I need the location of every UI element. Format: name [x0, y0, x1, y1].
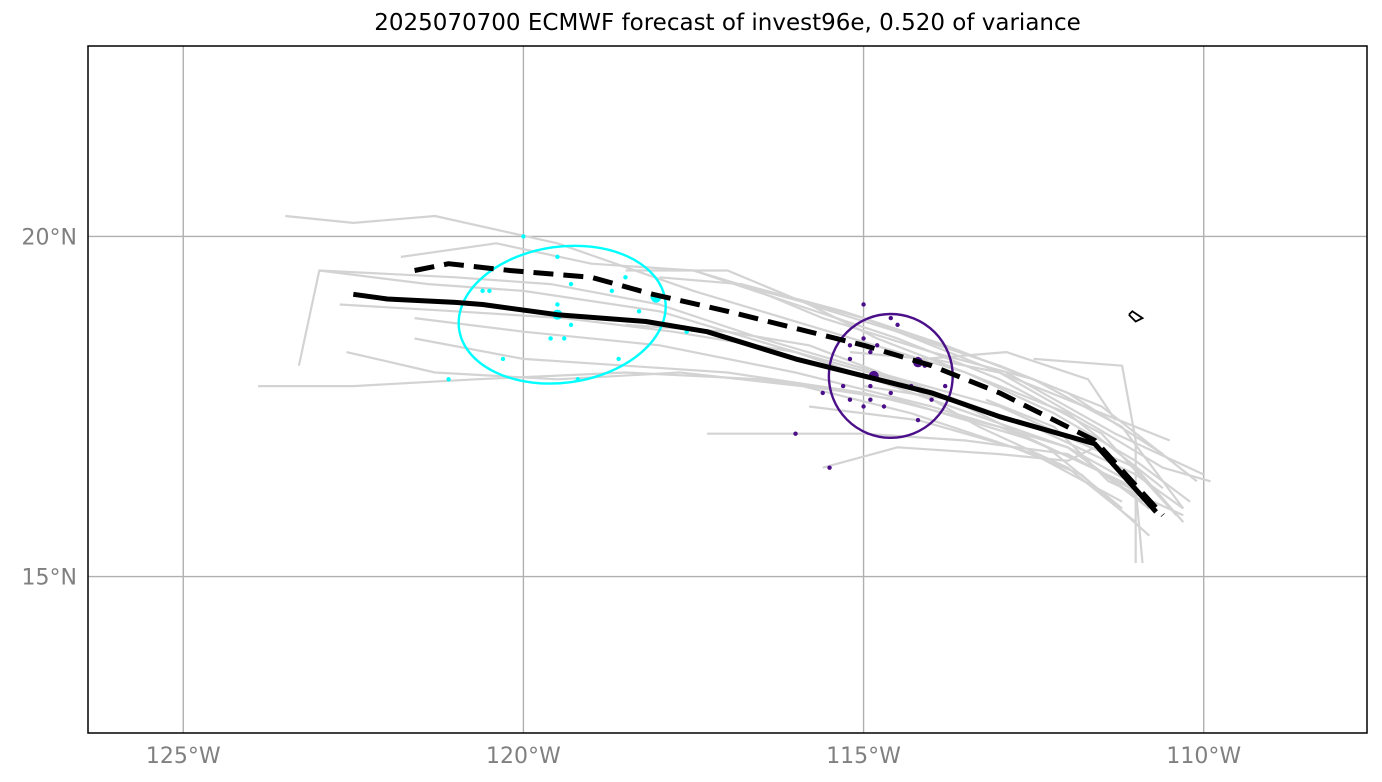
purple-group-member-point	[915, 417, 921, 423]
purple-group-member-point	[868, 397, 873, 402]
purple-group-member-point	[888, 390, 893, 396]
mean-tracks	[352, 261, 1165, 517]
purple-group-member-point	[861, 302, 866, 307]
cyan-group-member-point	[562, 336, 567, 341]
cyan-group-member-point	[521, 234, 526, 239]
purple-group-member-point	[943, 383, 948, 389]
ensemble-track	[625, 323, 1137, 523]
purple-group-member-point	[840, 383, 846, 389]
ensemble-track	[931, 357, 1211, 483]
ensemble-track	[1033, 357, 1137, 563]
purple-group-member-point	[868, 383, 873, 389]
ensemble-track	[707, 432, 1144, 496]
island-outline	[1128, 310, 1145, 323]
purple-group-member-point	[881, 404, 887, 409]
ensemble-track	[297, 269, 1144, 503]
x-tick-label: 125°W	[146, 744, 221, 769]
purple-group-member-point	[861, 404, 866, 409]
purple-group-member-point	[847, 343, 853, 348]
gridlines	[88, 46, 1367, 733]
ensemble-tracks	[258, 214, 1211, 564]
x-tick-label: 110°W	[1166, 744, 1241, 769]
ensemble-track	[1005, 371, 1205, 476]
ensemble-track	[400, 242, 1178, 517]
purple-group-member-point	[827, 465, 832, 470]
purple-group-member-point	[888, 315, 893, 321]
y-tick-label: 20°N	[22, 225, 77, 250]
purple-group-member-point	[847, 356, 853, 362]
chart-title: 2025070700 ECMWF forecast of invest96e, …	[374, 10, 1081, 36]
x-tick-label: 120°W	[486, 744, 561, 769]
ensemble-track	[822, 446, 1096, 469]
cyan-group-member-point	[575, 377, 581, 382]
ensemble-track	[285, 214, 1164, 489]
purple-group-member-point	[874, 343, 880, 348]
cyan-group-member-point	[500, 356, 506, 362]
ensemble-track	[319, 269, 1185, 523]
purple-group-member-point	[820, 390, 825, 396]
purple-group-member-point	[929, 397, 934, 402]
purple-group-member-point	[868, 349, 873, 355]
cyan-group-member-point	[487, 288, 492, 294]
mean-track	[352, 291, 1158, 514]
cyan-group-member-point	[480, 288, 485, 294]
y-tick-label: 15°N	[22, 566, 77, 591]
cyan-group-member-point	[568, 281, 574, 287]
x-tick-label: 115°W	[826, 744, 901, 769]
purple-group-member-point	[793, 431, 798, 436]
ensemble-track	[339, 303, 1184, 510]
purple-group-member-point	[861, 336, 866, 341]
ensemble-track	[258, 371, 1144, 564]
cyan-group-member-point	[636, 309, 642, 314]
cyan-group-member-point	[623, 275, 628, 280]
map-frame	[87, 45, 1368, 734]
ensemble-track	[808, 303, 1191, 503]
cyan-group-member-point	[446, 377, 451, 382]
ensemble-track	[659, 276, 1164, 456]
cyan-group-member-point	[555, 254, 560, 260]
cyan-group-member-point	[609, 288, 615, 294]
ensemble-track	[414, 317, 1130, 483]
cyan-group-member-point	[616, 356, 621, 362]
cyan-group-member-point	[555, 302, 560, 307]
purple-group-member-point	[847, 397, 853, 402]
cyan-group-member-point	[548, 336, 553, 341]
cyan-group-member-point	[568, 322, 574, 328]
axis-ticks: 125°W 120°W 115°W 110°W 20°N 15°N	[22, 225, 1242, 769]
purple-group-member-point	[895, 322, 900, 328]
cyan-group-ellipse	[457, 244, 667, 385]
